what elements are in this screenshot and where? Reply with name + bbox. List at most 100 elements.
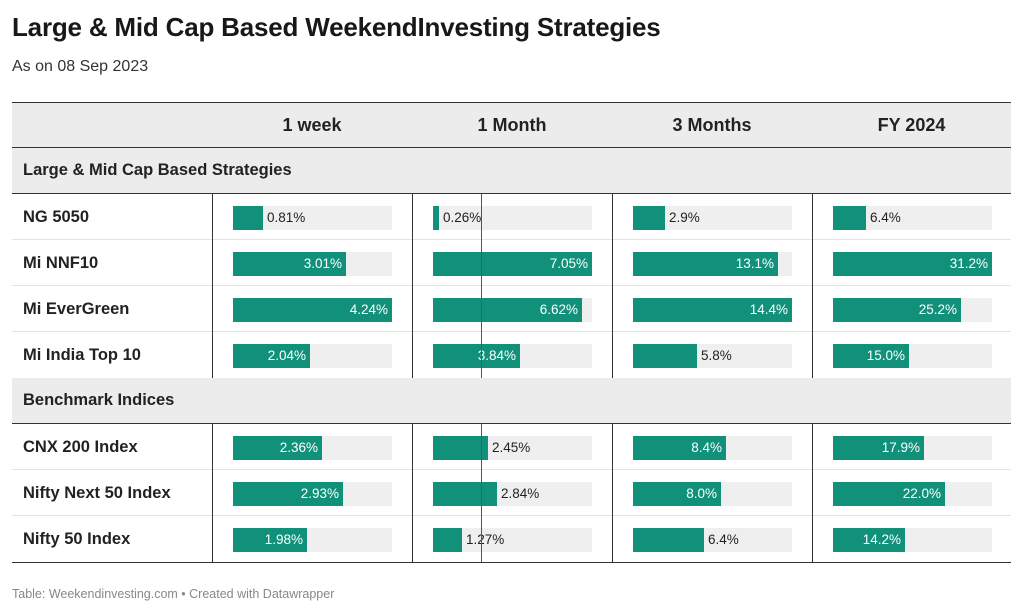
table-row: Mi India Top 10 2.04% 3.84% 5.8% 15.0% — [12, 332, 1011, 378]
bar-value-label: 15.0% — [866, 348, 905, 363]
bar-value-label: 6.62% — [539, 302, 578, 317]
bar-value-label: 8.0% — [686, 486, 717, 501]
bar-nifty-50-index-fy-2024 — [833, 528, 905, 552]
bar-mi-nnf10-3-months — [633, 252, 778, 276]
bar-value-label: 2.04% — [267, 348, 306, 363]
row-divider — [12, 285, 1011, 286]
bar-track: 2.84% — [433, 482, 592, 506]
bar-value-label: 2.36% — [279, 440, 318, 455]
bar-value-label: 13.1% — [735, 256, 774, 271]
bar-track: 7.05% — [433, 252, 592, 276]
footer-credit: Table: Weekendinvesting.com • Created wi… — [12, 587, 335, 601]
bar-mi-evergreen-1-week — [233, 298, 392, 322]
bar-nifty-next-50-index-1-week — [233, 482, 343, 506]
bar-nifty-50-index-1-week — [233, 528, 307, 552]
bar-value-label: 1.98% — [264, 532, 303, 547]
bar-track: 4.24% — [233, 298, 392, 322]
section-row-large-mid-cap-based-strategies: Large & Mid Cap Based Strategies — [12, 148, 1011, 193]
table-row: CNX 200 Index 2.36% 2.45% 8.4% 17.9% — [12, 424, 1011, 470]
column-header-1-month[interactable]: 1 Month — [477, 115, 547, 135]
section-border — [12, 193, 1011, 194]
table-row: Mi NNF10 3.01% 7.05% 13.1% 31.2% — [12, 240, 1011, 286]
column-header-1-week[interactable]: 1 week — [282, 115, 342, 135]
section-label: Large & Mid Cap Based Strategies — [23, 161, 292, 179]
bar-value-label: 7.05% — [549, 256, 588, 271]
bar-track: 2.04% — [233, 344, 392, 368]
bar-value-label: 4.24% — [349, 302, 388, 317]
bar-track: 5.8% — [633, 344, 792, 368]
bar-ng-5050-3-months — [633, 206, 665, 230]
column-header-3-months[interactable]: 3 Months — [672, 115, 752, 135]
bar-mi-india-top-10-1-week — [233, 344, 310, 368]
bar-track: 3.84% — [433, 344, 592, 368]
header-border — [12, 147, 1011, 148]
bar-mi-nnf10-1-week — [233, 252, 346, 276]
bar-value-label: 5.8% — [701, 348, 732, 363]
row-divider — [12, 239, 1011, 240]
bar-value-label: 6.4% — [708, 532, 739, 547]
chart-title: Large & Mid Cap Based WeekendInvesting S… — [12, 12, 661, 42]
bar-track: 2.93% — [233, 482, 392, 506]
table-top-border — [12, 102, 1011, 103]
bar-nifty-50-index-1-month — [433, 528, 462, 552]
bar-cnx-200-index-3-months — [633, 436, 726, 460]
bar-cnx-200-index-1-week — [233, 436, 322, 460]
bar-track: 14.4% — [633, 298, 792, 322]
chart-subtitle: As on 08 Sep 2023 — [12, 58, 149, 75]
bar-track: 1.98% — [233, 528, 392, 552]
column-divider — [212, 194, 213, 378]
table-row: Nifty 50 Index 1.98% 1.27% 6.4% 14.2% — [12, 516, 1011, 562]
bar-track: 14.2% — [833, 528, 992, 552]
bar-value-label: 14.4% — [749, 302, 788, 317]
column-divider — [212, 424, 213, 562]
bar-value-label: 17.9% — [881, 440, 920, 455]
bar-ng-5050-1-week — [233, 206, 263, 230]
bar-track: 0.26% — [433, 206, 592, 230]
table-row: Nifty Next 50 Index 2.93% 2.84% 8.0% 22.0% — [12, 470, 1011, 516]
bar-mi-india-top-10-fy-2024 — [833, 344, 909, 368]
zero-baseline — [481, 194, 482, 378]
bar-value-label: 0.81% — [267, 210, 306, 225]
row-label: NG 5050 — [23, 208, 90, 226]
bar-track: 6.62% — [433, 298, 592, 322]
table-row: Mi EverGreen 4.24% 6.62% 14.4% 25.2% — [12, 286, 1011, 332]
table-row: NG 5050 0.81% 0.26% 2.9% 6.4% — [12, 194, 1011, 240]
bar-track: 25.2% — [833, 298, 992, 322]
row-divider — [12, 515, 1011, 516]
row-label: Nifty Next 50 Index — [23, 484, 171, 502]
bar-nifty-next-50-index-fy-2024 — [833, 482, 945, 506]
row-label: Mi EverGreen — [23, 300, 130, 318]
bar-mi-evergreen-3-months — [633, 298, 792, 322]
bar-value-label: 25.2% — [918, 302, 957, 317]
bar-track: 6.4% — [633, 528, 792, 552]
bar-value-label: 3.84% — [477, 348, 516, 363]
row-label: Mi India Top 10 — [23, 346, 141, 364]
section-label: Benchmark Indices — [23, 391, 175, 409]
bar-mi-india-top-10-3-months — [633, 344, 697, 368]
bar-value-label: 14.2% — [862, 532, 901, 547]
bar-nifty-next-50-index-3-months — [633, 482, 721, 506]
bar-track: 31.2% — [833, 252, 992, 276]
column-divider — [812, 194, 813, 378]
row-divider — [12, 469, 1011, 470]
bar-track: 15.0% — [833, 344, 992, 368]
bar-value-label: 2.84% — [501, 486, 540, 501]
bar-track: 22.0% — [833, 482, 992, 506]
bar-value-label: 31.2% — [949, 256, 988, 271]
bar-track: 1.27% — [433, 528, 592, 552]
bar-mi-nnf10-1-month — [433, 252, 592, 276]
bar-ng-5050-1-month — [433, 206, 439, 230]
bar-track: 2.9% — [633, 206, 792, 230]
column-divider — [412, 424, 413, 562]
column-divider — [612, 424, 613, 562]
bar-value-label: 6.4% — [870, 210, 901, 225]
row-label: Mi NNF10 — [23, 254, 99, 272]
table-bottom-border — [12, 562, 1011, 563]
row-label: Nifty 50 Index — [23, 530, 131, 548]
zero-baseline — [481, 424, 482, 562]
bar-value-label: 8.4% — [691, 440, 722, 455]
bar-mi-evergreen-1-month — [433, 298, 582, 322]
bar-track: 8.4% — [633, 436, 792, 460]
section-border — [12, 423, 1011, 424]
column-header-fy-2024[interactable]: FY 2024 — [877, 115, 946, 135]
